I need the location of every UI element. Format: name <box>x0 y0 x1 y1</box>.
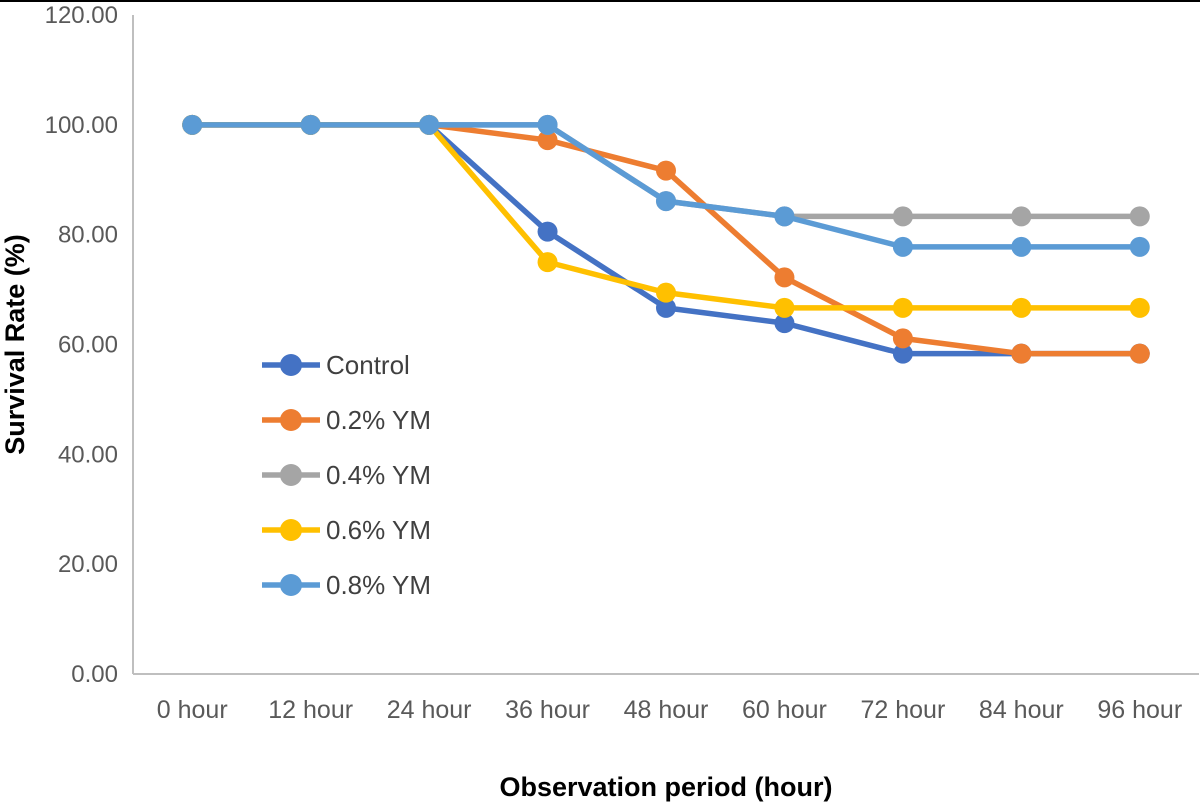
data-point-0-2-ym-36-hour <box>537 130 558 151</box>
x-tick-label: 12 hour <box>268 696 353 724</box>
data-point-0-2-ym-60-hour <box>774 267 795 288</box>
legend-item-0-4-ym: 0.4% YM <box>262 460 431 490</box>
data-point-control-72-hour <box>892 343 913 364</box>
data-point-0-6-ym-60-hour <box>774 297 795 318</box>
data-point-0-8-ym-0-hour <box>182 114 203 135</box>
legend-marker-0-2-ym <box>280 409 302 431</box>
legend-marker-control <box>280 354 302 376</box>
data-point-0-2-ym-48-hour <box>656 160 676 181</box>
data-point-control-36-hour <box>537 221 558 242</box>
data-point-0-6-ym-72-hour <box>892 297 913 318</box>
data-point-0-6-ym-96-hour <box>1129 297 1150 318</box>
data-point-0-6-ym-84-hour <box>1011 297 1032 318</box>
data-point-0-8-ym-24-hour <box>419 114 440 135</box>
data-point-0-4-ym-84-hour <box>1011 206 1032 227</box>
series-control <box>182 114 1150 364</box>
series-line-0-2-ym <box>189 122 1143 357</box>
y-tick-label: 60.00 <box>58 332 118 359</box>
y-tick-label: 100.00 <box>45 112 118 139</box>
legend-marker-0-6-ym <box>280 519 302 541</box>
data-point-0-8-ym-60-hour <box>774 206 795 227</box>
series-line-control <box>189 122 1143 357</box>
data-point-0-2-ym-84-hour <box>1011 343 1032 364</box>
series-line-0-8-ym <box>189 122 1143 250</box>
x-tick-label: 96 hour <box>1097 696 1182 724</box>
data-point-control-48-hour <box>656 297 676 318</box>
legend-marker-0-8-ym <box>280 574 302 596</box>
legend-item-0-2-ym: 0.2% YM <box>262 405 431 435</box>
data-point-0-8-ym-96-hour <box>1129 236 1150 257</box>
y-tick-label: 0.00 <box>71 661 118 688</box>
legend-label-control: Control <box>326 350 410 380</box>
x-tick-label: 24 hour <box>387 696 472 724</box>
data-point-0-8-ym-48-hour <box>656 191 676 212</box>
data-point-0-4-ym-96-hour <box>1129 206 1150 227</box>
legend-label-0-4-ym: 0.4% YM <box>326 460 431 490</box>
data-point-control-60-hour <box>774 313 795 334</box>
legend-label-0-2-ym: 0.2% YM <box>326 405 431 435</box>
x-tick-label: 48 hour <box>624 696 709 724</box>
data-point-0-8-ym-72-hour <box>892 236 913 257</box>
data-point-0-8-ym-84-hour <box>1011 236 1032 257</box>
y-tick-label: 120.00 <box>45 2 118 29</box>
legend-item-0-6-ym: 0.6% YM <box>262 515 431 545</box>
legend-label-0-6-ym: 0.6% YM <box>326 515 431 545</box>
data-point-0-2-ym-96-hour <box>1129 343 1150 364</box>
data-point-0-8-ym-12-hour <box>300 114 321 135</box>
x-tick-label: 60 hour <box>742 696 827 724</box>
legend-item-0-8-ym: 0.8% YM <box>262 570 431 600</box>
legend: Control 0.2% YM 0.4% YM 0.6% YM 0.8% YM <box>262 350 431 600</box>
y-tick-label: 40.00 <box>58 441 118 468</box>
data-point-0-6-ym-36-hour <box>537 252 558 273</box>
legend-item-control: Control <box>262 350 410 380</box>
data-point-0-8-ym-36-hour <box>537 114 558 135</box>
series-0-8-ym <box>182 114 1150 257</box>
data-point-0-4-ym-72-hour <box>892 206 913 227</box>
data-point-0-2-ym-72-hour <box>892 328 913 349</box>
data-point-0-6-ym-48-hour <box>656 282 676 303</box>
y-axis-title: Survival Rate (%) <box>0 234 30 455</box>
x-tick-label: 0 hour <box>157 696 228 724</box>
legend-marker-0-4-ym <box>280 464 302 486</box>
x-tick-label: 36 hour <box>505 696 590 724</box>
x-tick-label: 84 hour <box>979 696 1064 724</box>
x-axis-title: Observation period (hour) <box>499 772 832 802</box>
legend-label-0-8-ym: 0.8% YM <box>326 570 431 600</box>
y-tick-label: 80.00 <box>58 222 118 249</box>
x-tick-label: 72 hour <box>860 696 945 724</box>
series-0-2-ym <box>182 114 1150 364</box>
y-tick-label: 20.00 <box>58 551 118 578</box>
